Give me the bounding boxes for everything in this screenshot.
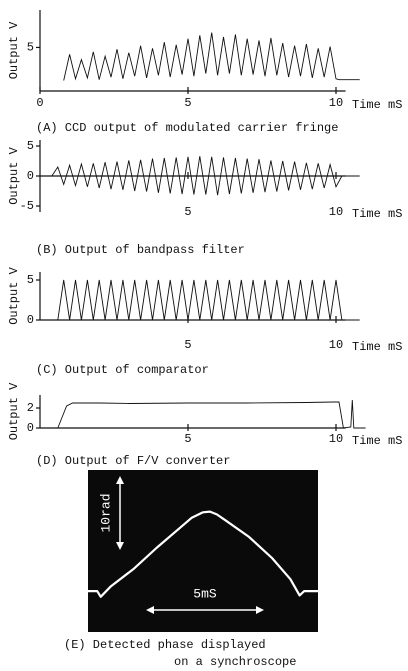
x-tick-label: 10	[329, 432, 343, 446]
y-tick-label: 5	[27, 273, 34, 287]
y-axis-label: Output V	[7, 146, 21, 204]
annotation: 5mS	[193, 586, 217, 601]
scope-screen	[88, 470, 318, 632]
caption: (C) Output of comparator	[36, 363, 209, 377]
caption: (D) Output of F/V converter	[36, 454, 230, 468]
x-axis-label: Time mS	[352, 340, 402, 354]
y-tick-label: 5	[27, 41, 34, 55]
y-tick-label: 2	[27, 401, 34, 415]
signal-trace	[64, 33, 360, 81]
caption: on a synchroscope	[174, 655, 296, 669]
signal-trace	[58, 280, 360, 320]
x-axis-label: Time mS	[352, 207, 402, 221]
x-tick-label: 5	[184, 338, 191, 352]
y-axis-label: Output V	[7, 382, 21, 440]
signal-trace	[58, 400, 366, 428]
x-tick-label: 10	[329, 205, 343, 219]
y-tick-label: 0	[27, 169, 34, 183]
caption: (E) Detected phase displayed	[64, 638, 266, 652]
y-tick-label: 5	[27, 139, 34, 153]
x-axis-label: Time mS	[352, 98, 402, 112]
y-tick-label: -5	[20, 199, 34, 213]
y-axis-label: Output V	[7, 21, 21, 79]
x-tick-label: 5	[184, 96, 191, 110]
x-tick-label: 10	[329, 96, 343, 110]
caption: (A) CCD output of modulated carrier frin…	[36, 121, 338, 135]
x-tick-label: 5	[184, 205, 191, 219]
y-axis-label: Output V	[7, 266, 21, 324]
annotation: 10rad	[98, 493, 113, 532]
caption: (B) Output of bandpass filter	[36, 243, 245, 257]
figure: 5 0 5 10 Time mS Output V (A) CCD output of mo…	[0, 0, 408, 671]
x-tick-label: 10	[329, 338, 343, 352]
x-tick-label: 5	[184, 432, 191, 446]
y-tick-label: 0	[27, 313, 34, 327]
x-axis-label: Time mS	[352, 434, 402, 448]
y-tick-label: 0	[27, 421, 34, 435]
x-tick-label: 0	[36, 96, 43, 110]
